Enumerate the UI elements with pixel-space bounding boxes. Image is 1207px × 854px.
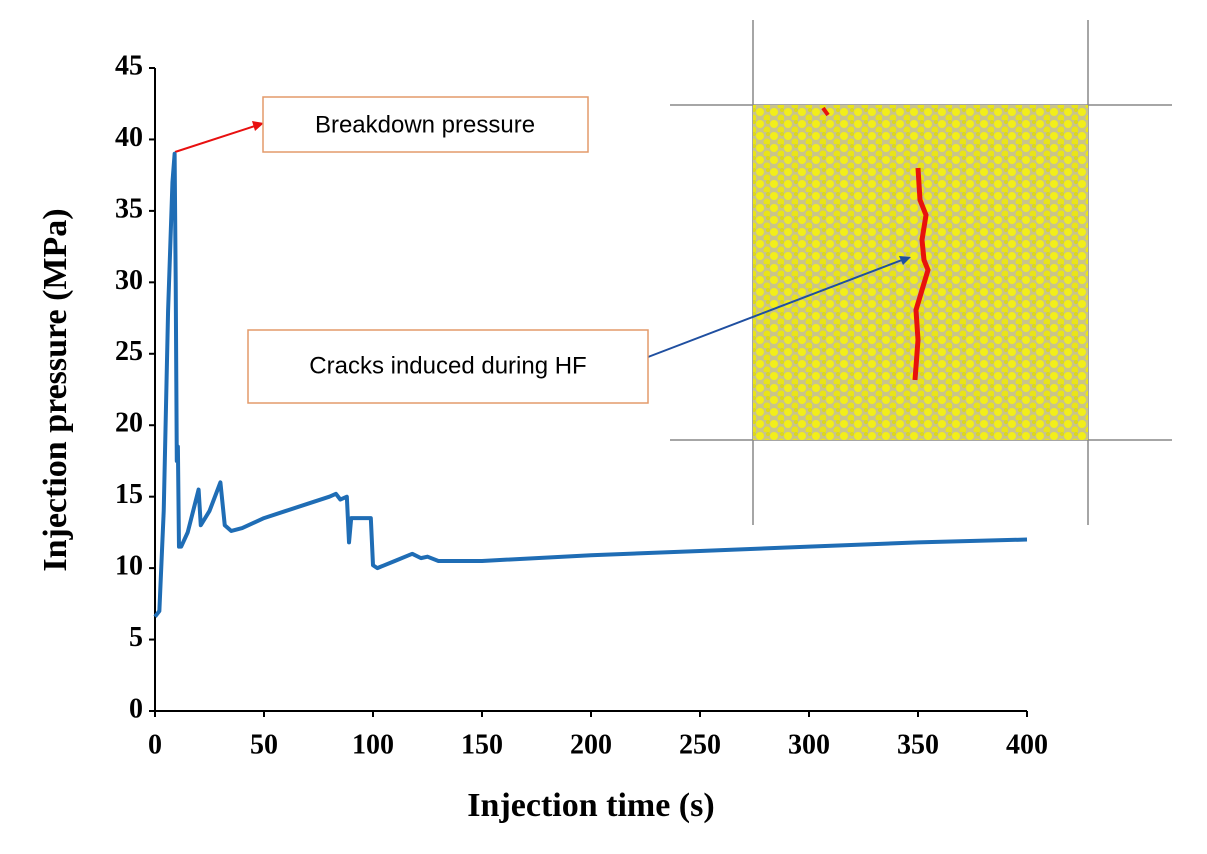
x-axis-title: Injection time (s)	[467, 787, 714, 824]
x-tick-label: 100	[352, 729, 394, 760]
x-tick-label: 50	[250, 729, 278, 760]
y-tick-label: 45	[115, 50, 143, 81]
y-tick-label: 25	[115, 336, 143, 367]
y-tick-label: 20	[115, 408, 143, 439]
y-axis-title: Injection pressure (MPa)	[37, 208, 74, 571]
y-tick-label: 40	[115, 122, 143, 153]
annotation-text: Cracks induced during HF	[309, 352, 586, 379]
x-tick-label: 0	[148, 729, 162, 760]
x-tick-label: 300	[788, 729, 830, 760]
x-tick-label: 250	[679, 729, 721, 760]
y-tick-label: 0	[129, 693, 143, 724]
x-tick-label: 350	[897, 729, 939, 760]
annotation-cracks: Cracks induced during HF	[247, 256, 911, 404]
annotation-text: Breakdown pressure	[315, 111, 535, 138]
y-tick-label: 35	[115, 193, 143, 224]
y-tick-label: 5	[129, 622, 143, 653]
data-line	[153, 151, 1028, 618]
y-tick-label: 30	[115, 265, 143, 296]
x-tick-label: 400	[1006, 729, 1048, 760]
annotation-breakdown: Breakdown pressure	[174, 96, 589, 153]
y-tick-label: 10	[115, 551, 143, 582]
inset-image	[670, 20, 1172, 525]
x-tick-label: 150	[461, 729, 503, 760]
x-tick-label: 200	[570, 729, 612, 760]
y-tick-label: 15	[115, 479, 143, 510]
